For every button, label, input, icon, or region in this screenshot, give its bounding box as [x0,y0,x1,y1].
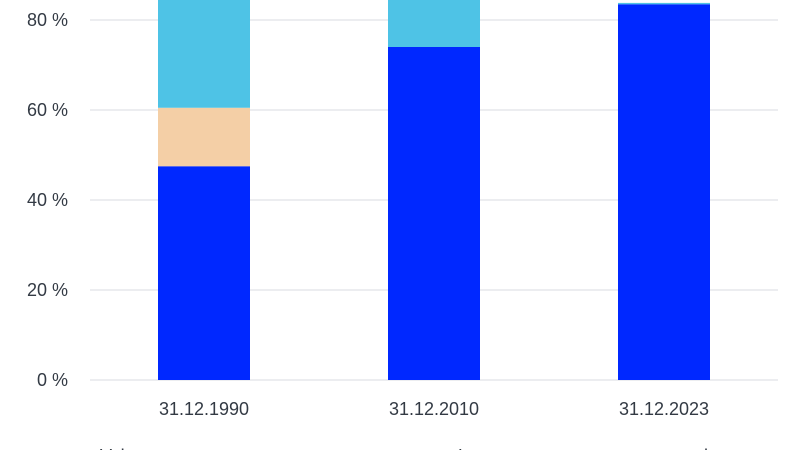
bar-segment [618,2,710,5]
bar-segment [158,0,250,108]
y-tick-label: 0 % [37,370,68,390]
legend-label-partial: L [458,446,468,450]
bars [158,0,710,380]
legend-label-partial: Val [100,446,125,450]
y-tick-label: 80 % [27,10,68,30]
y-tick-label: 40 % [27,190,68,210]
y-tick-label: 20 % [27,280,68,300]
x-category-label: 31.12.2023 [619,399,709,419]
legend-partial: Val Lk [100,446,714,455]
x-category-label: 31.12.1990 [159,399,249,419]
y-axis-ticks: 0 % 20 % 40 % 60 % 80 % [27,10,68,390]
bar-segment [158,166,250,380]
x-axis-labels: 31.12.1990 31.12.2010 31.12.2023 [159,399,709,419]
legend-label-partial: k [704,446,714,450]
bar-segment [388,47,480,380]
y-tick-label: 60 % [27,100,68,120]
bar-segment [388,0,480,47]
bar-segment [158,107,250,167]
x-category-label: 31.12.2010 [389,399,479,419]
bar-segment [618,4,710,380]
